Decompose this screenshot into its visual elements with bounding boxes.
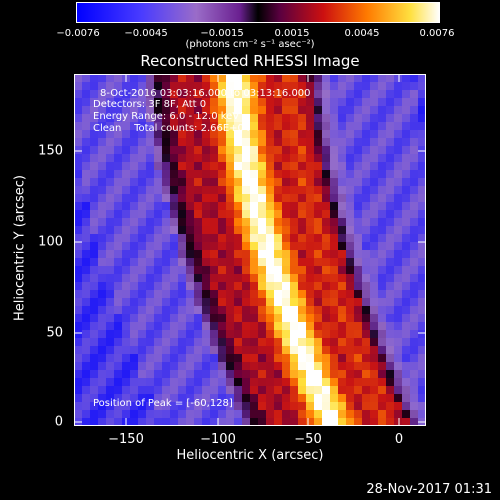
colorbar-tick: 0.0015	[274, 28, 310, 39]
y-tick-label: 150	[38, 143, 63, 159]
x-axis-label: Heliocentric X (arcsec)	[176, 448, 324, 463]
colorbar-units: (photons cm⁻² s⁻¹ asec⁻²)	[185, 39, 315, 50]
colorbar-tick: −0.0015	[200, 28, 244, 39]
rhessi-image	[74, 74, 426, 426]
x-tick-label: 0	[394, 432, 404, 447]
annotation-clean: Clean Total counts: 2.66E+04	[93, 123, 251, 134]
y-tick-label: 100	[38, 234, 63, 250]
annotation-detectors: Detectors: 3F 8F, Att 0	[93, 99, 207, 110]
x-tick-label: −100	[200, 432, 236, 447]
annotation-peak: Position of Peak = [-60,128]	[93, 398, 233, 409]
plot-title: Reconstructed RHESSI Image	[140, 52, 360, 70]
annotation-energy: Energy Range: 6.0 - 12.0 keV	[93, 111, 240, 122]
footer-timestamp: 28-Nov-2017 01:31	[366, 482, 492, 497]
colorbar	[76, 2, 440, 23]
y-tick-label: 0	[54, 414, 63, 430]
annotation-time: 8-Oct-2016 03:03:16.000 to 03:13:16.000	[100, 88, 311, 99]
colorbar-tick: −0.0045	[124, 28, 168, 39]
y-axis-label: Heliocentric Y (arcsec)	[12, 175, 28, 321]
x-tick-label: −50	[294, 432, 322, 447]
colorbar-tick: −0.0076	[56, 28, 100, 39]
colorbar-tick: 0.0045	[344, 28, 380, 39]
y-tick-label: 50	[46, 325, 63, 341]
x-tick-label: −150	[108, 432, 144, 447]
colorbar-tick: 0.0076	[419, 28, 455, 39]
